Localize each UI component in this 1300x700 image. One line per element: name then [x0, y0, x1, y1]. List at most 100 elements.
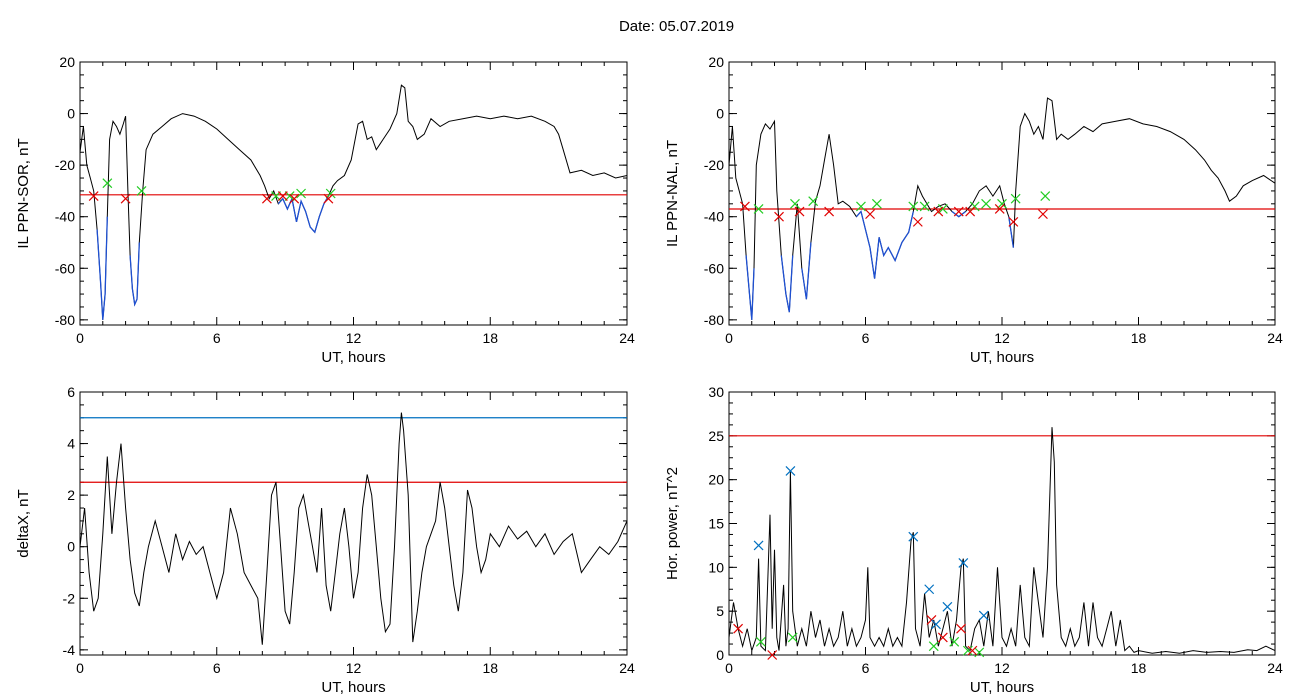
x-tick-label: 24 [619, 660, 635, 676]
green-x-marker [974, 647, 985, 658]
green-x-marker-stroke [1010, 193, 1021, 204]
green-x-marker [928, 641, 939, 652]
red-x-marker-stroke [1038, 209, 1048, 220]
x-tick-label: 6 [862, 660, 870, 676]
y-tick-label: 30 [708, 384, 724, 400]
y-tick-label: -40 [55, 209, 75, 225]
y-tick-label: 6 [67, 384, 75, 400]
plot-frame [79, 61, 628, 326]
x-tick-label: 0 [76, 660, 84, 676]
blue-x-marker-stroke [942, 601, 953, 612]
series-line [728, 427, 1276, 654]
blue-x-marker [785, 465, 796, 476]
green-x-marker-stroke [1040, 191, 1051, 202]
y-tick-label: 10 [708, 559, 724, 575]
blue-x-marker [931, 619, 941, 630]
highlight-segment [780, 255, 794, 313]
y-axis-label: IL PPN-SOR, nT [15, 138, 32, 248]
y-tick-label: -20 [704, 157, 724, 173]
series-line [79, 84, 628, 320]
red-x-marker-stroke [937, 632, 948, 643]
green-x-marker [790, 198, 800, 209]
red-x-marker [740, 201, 750, 212]
green-x-marker-stroke [808, 196, 819, 207]
y-tick-label: -4 [63, 642, 76, 658]
x-tick-label: 24 [1267, 330, 1283, 346]
red-x-marker-stroke [956, 623, 966, 634]
y-tick-label: -80 [55, 312, 75, 328]
x-tick-label: 12 [346, 660, 362, 676]
y-tick-label: 0 [716, 647, 724, 663]
x-tick-label: 0 [76, 330, 84, 346]
green-x-marker-stroke [937, 204, 948, 214]
x-tick-label: 18 [1131, 330, 1147, 346]
green-x-marker-stroke [755, 636, 766, 647]
blue-x-marker-stroke [978, 610, 989, 621]
highlight-segment [801, 242, 812, 300]
red-x-marker [1038, 209, 1048, 220]
y-tick-label: -20 [55, 157, 75, 173]
x-tick-label: 12 [994, 660, 1010, 676]
red-x-marker-stroke [740, 201, 750, 212]
chart-panel-hor-power: 0 6 12 18 24 0 5 10 15 20 25 30 UT, hours Hor. power,… [664, 384, 1283, 696]
red-x-marker [937, 632, 948, 643]
y-tick-label: -60 [55, 260, 75, 276]
red-x-marker-stroke [994, 204, 1005, 214]
red-x-marker-stroke [277, 191, 288, 202]
green-x-marker-stroke [949, 636, 960, 647]
green-x-marker-stroke [325, 188, 336, 199]
red-x-marker [965, 206, 976, 217]
green-x-marker-stroke [974, 647, 985, 658]
green-x-marker [753, 204, 764, 214]
plot-frame [728, 391, 1276, 656]
x-axis-label: UT, hours [321, 349, 385, 366]
green-x-marker-stroke [136, 185, 147, 196]
y-axis-label: deltaX, nT [15, 489, 32, 557]
blue-x-marker [924, 584, 935, 595]
green-x-marker [871, 198, 882, 209]
blue-x-marker-stroke [958, 558, 969, 568]
green-x-marker-stroke [928, 641, 939, 652]
y-tick-label: -40 [704, 209, 724, 225]
blue-x-marker [942, 601, 953, 612]
green-x-marker-stroke [981, 198, 991, 209]
y-tick-label: 20 [708, 472, 724, 488]
y-tick-label: 5 [716, 603, 724, 619]
green-x-marker-stroke [102, 178, 113, 189]
green-x-marker [997, 198, 1007, 209]
highlight-segment [277, 195, 329, 234]
y-tick-label: -80 [704, 312, 724, 328]
y-tick-label: 20 [59, 54, 75, 70]
x-axis-label: UT, hours [321, 679, 385, 696]
green-x-marker [919, 201, 930, 212]
red-x-marker-stroke [912, 216, 923, 227]
x-tick-label: 18 [1131, 660, 1147, 676]
x-tick-label: 18 [482, 330, 498, 346]
plot-frame [79, 391, 628, 656]
green-x-marker [325, 188, 336, 199]
blue-x-marker [753, 540, 764, 551]
red-x-marker [767, 650, 778, 660]
green-x-marker [962, 645, 973, 656]
red-x-marker [824, 206, 835, 217]
red-x-marker-stroke [774, 211, 784, 222]
highlight-segment [745, 255, 755, 320]
red-x-marker [733, 623, 744, 634]
green-x-marker-stroke [296, 188, 307, 199]
chart-panel-ppn-sor: 0 6 12 18 24 -80 -60 -40 -20 0 20 UT, hours IL PPN-S… [15, 54, 635, 366]
red-x-marker-stroke [289, 193, 300, 204]
red-x-marker-stroke [965, 206, 976, 217]
red-x-marker [1008, 216, 1019, 227]
green-x-marker [949, 636, 960, 647]
y-tick-label: 15 [708, 516, 724, 532]
red-x-marker-stroke [933, 206, 944, 217]
blue-x-marker-stroke [924, 584, 935, 595]
y-tick-label: 2 [67, 487, 75, 503]
red-x-marker-stroke [733, 623, 744, 634]
red-x-marker [774, 211, 784, 222]
green-x-marker [808, 196, 819, 207]
red-x-marker-stroke [865, 209, 875, 220]
red-x-marker [994, 204, 1005, 214]
blue-x-marker-stroke [785, 465, 796, 476]
